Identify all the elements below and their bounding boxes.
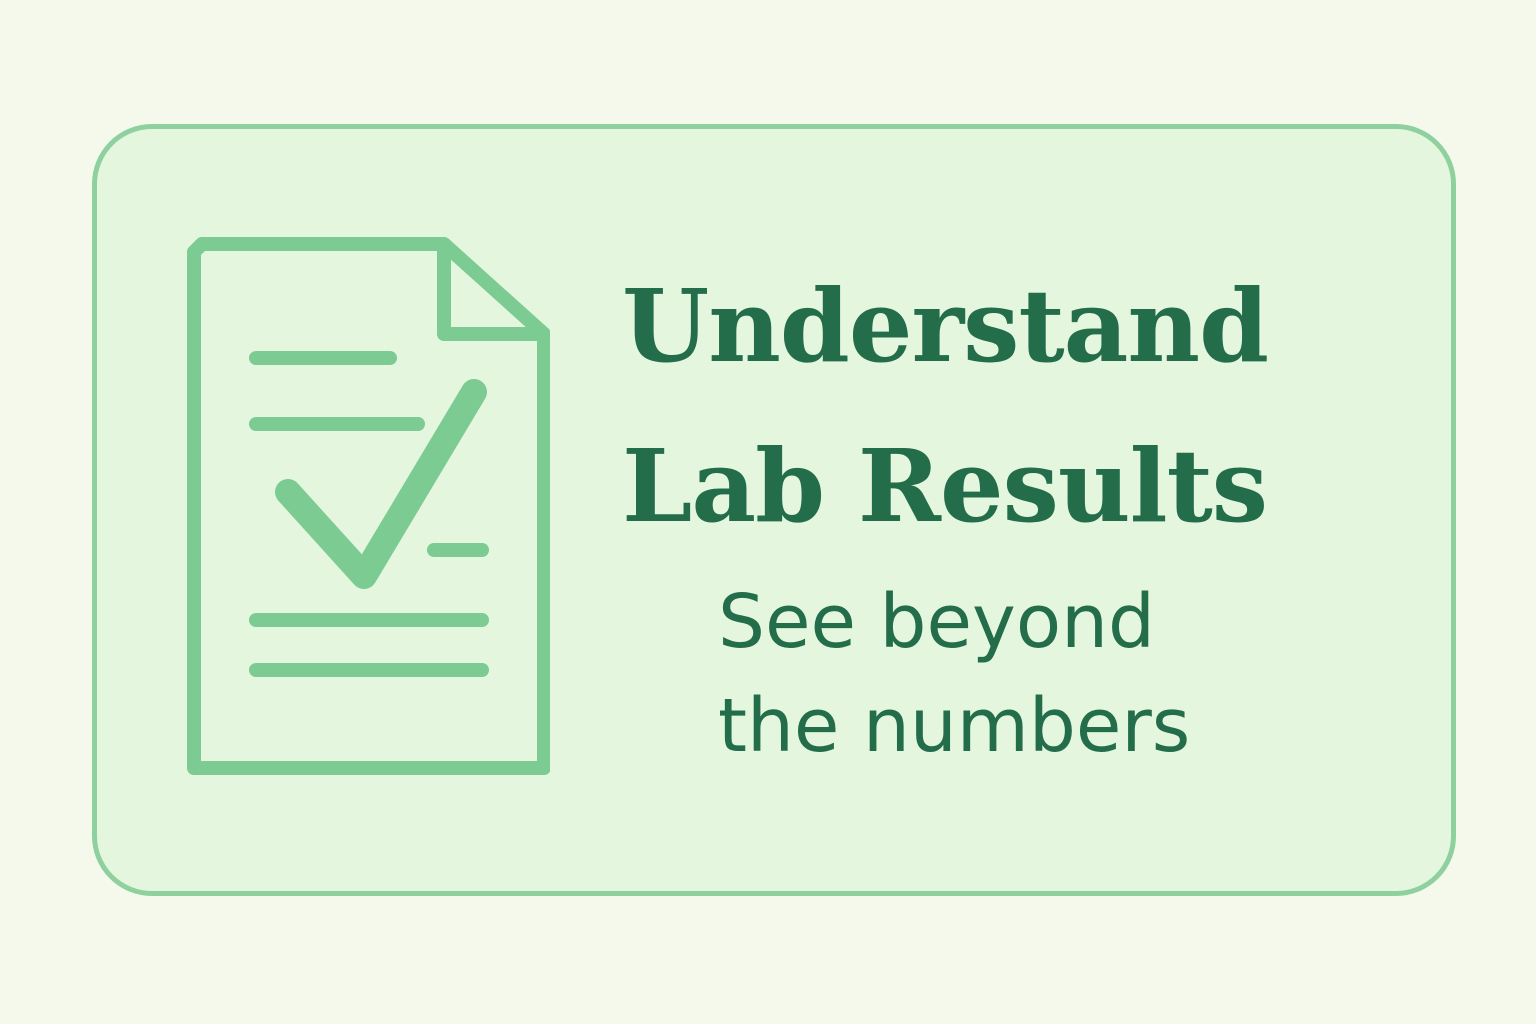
banner-subtitle-line-1: See beyond bbox=[718, 579, 1155, 665]
banner-subtitle-line-2: the numbers bbox=[718, 683, 1191, 769]
banner-subtitle: See beyond the numbers bbox=[718, 570, 1358, 778]
banner-title: Understand Lab Results bbox=[622, 246, 1422, 566]
document-folded-corner bbox=[437, 244, 544, 341]
checkmark bbox=[275, 379, 487, 589]
banner-title-line-1: Understand bbox=[622, 267, 1269, 385]
banner-title-line-2: Lab Results bbox=[622, 427, 1268, 545]
document-checkmark-icon bbox=[187, 237, 550, 775]
document-outline bbox=[187, 237, 550, 775]
